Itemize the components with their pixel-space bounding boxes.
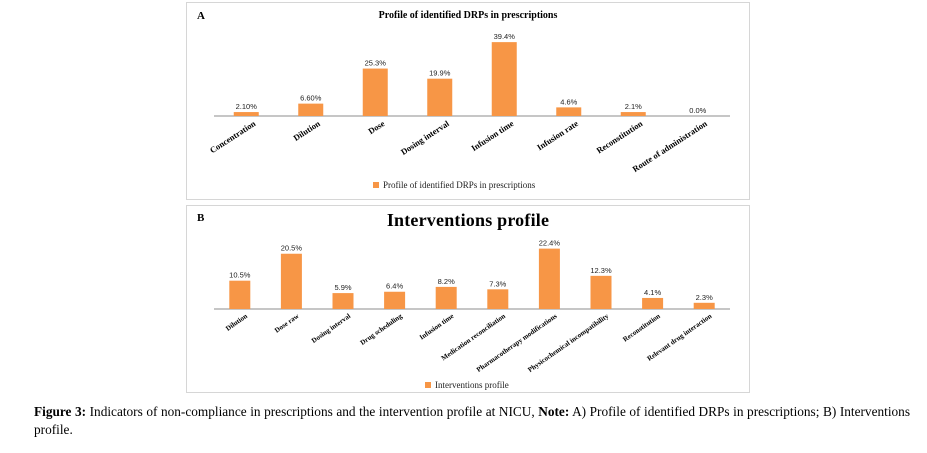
x-tick-label: Dosing interval	[399, 118, 452, 157]
data-label: 6.4%	[386, 282, 403, 291]
data-label: 8.2%	[438, 277, 455, 286]
x-tick-label: Drug scheduling	[359, 312, 404, 347]
bar	[427, 79, 452, 116]
bar	[384, 292, 405, 309]
bar	[492, 42, 517, 116]
x-tick-label: Infusion time	[469, 118, 515, 153]
x-tick-label: Dilution	[224, 312, 249, 333]
data-label: 6.60%	[300, 94, 322, 103]
chart-panel-a: A Profile of identified DRPs in prescrip…	[186, 2, 750, 200]
data-label: 7.3%	[489, 279, 506, 288]
bar	[229, 281, 250, 309]
data-label: 4.1%	[644, 288, 661, 297]
bar	[298, 104, 323, 116]
legend-swatch-a	[373, 182, 379, 188]
bar	[333, 293, 354, 309]
legend-swatch-b	[425, 382, 431, 388]
bar-chart-a: 2.10% Concentration 6.60% Dilution 25.3% Dose…	[187, 3, 749, 199]
caption-text-1: Indicators of non-compliance in prescrip…	[86, 404, 538, 419]
bar	[556, 107, 581, 116]
data-label: 2.3%	[696, 293, 713, 302]
data-label: 20.5%	[281, 244, 303, 253]
data-label: 5.9%	[334, 283, 351, 292]
x-tick-label: Physicochemical incompatibility	[526, 312, 610, 374]
legend-label-b: Interventions profile	[435, 380, 509, 390]
legend-b: Interventions profile	[425, 380, 509, 390]
x-tick-label: Concentration	[208, 118, 258, 155]
x-tick-label: Dilution	[291, 118, 322, 143]
caption-label: Figure 3:	[34, 404, 86, 419]
bar	[487, 289, 508, 309]
bar	[642, 298, 663, 309]
data-label: 12.3%	[590, 266, 612, 275]
legend-label-a: Profile of identified DRPs in prescripti…	[383, 180, 535, 190]
data-label: 39.4%	[494, 32, 516, 41]
x-tick-label: Dosing interval	[310, 312, 352, 345]
bar	[621, 112, 646, 116]
bar	[281, 254, 302, 309]
x-tick-label: Reconstitution	[621, 312, 661, 344]
data-label: 25.3%	[365, 59, 387, 68]
x-tick-label: Dose raw	[273, 312, 301, 335]
x-tick-label: Dose	[366, 118, 386, 136]
data-label: 19.9%	[429, 69, 451, 78]
x-tick-label: Infusion rate	[535, 118, 580, 152]
legend-a: Profile of identified DRPs in prescripti…	[373, 180, 535, 190]
bar	[436, 287, 457, 309]
x-tick-label: Infusion time	[418, 312, 455, 341]
bar	[363, 69, 388, 116]
bar	[539, 249, 560, 309]
bar-chart-b: 10.5% Dilution 20.5% Dose raw 5.9% Dosing int…	[187, 206, 749, 392]
data-label: 2.10%	[236, 102, 258, 111]
data-label: 0.0%	[689, 106, 706, 115]
data-label: 4.6%	[560, 97, 577, 106]
data-label: 2.1%	[625, 102, 642, 111]
data-label: 22.4%	[539, 239, 561, 248]
bar	[591, 276, 612, 309]
chart-panel-b: B Interventions profile 10.5% Dilution 20.…	[186, 205, 750, 393]
bar	[234, 112, 259, 116]
figure-caption: Figure 3: Indicators of non-compliance i…	[34, 403, 910, 439]
caption-note: Note:	[538, 404, 569, 419]
bar	[694, 303, 715, 309]
data-label: 10.5%	[229, 271, 251, 280]
x-tick-label: Reconstitution	[595, 118, 645, 155]
